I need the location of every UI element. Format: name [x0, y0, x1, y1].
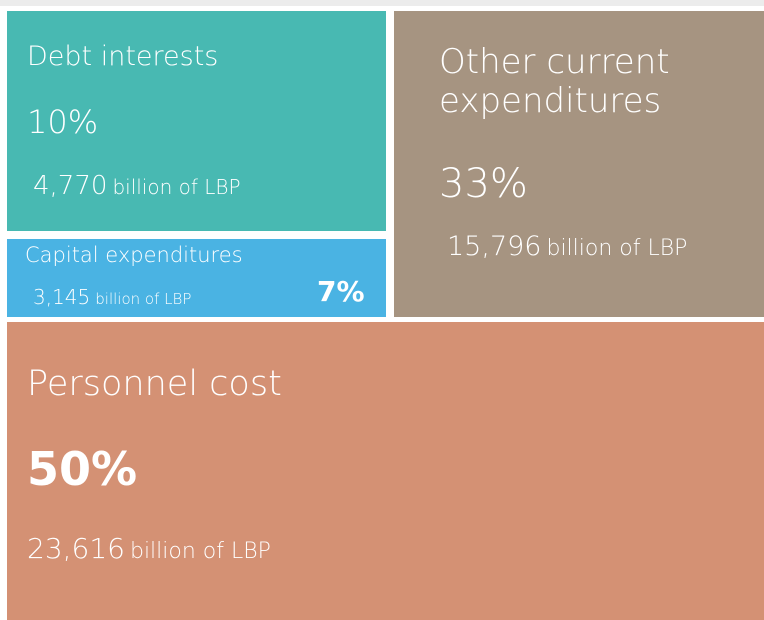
- percent-label: 10%: [27, 103, 99, 141]
- percent-label: 33%: [439, 161, 528, 207]
- tile-label: Debt interests: [27, 41, 219, 72]
- amount-label: 3,145: [33, 285, 91, 309]
- percent-label: 7%: [317, 275, 365, 308]
- amount-row: 4,770 billion of LBP: [33, 171, 241, 201]
- tile: Personnel cost 50% 23,616 billion of LBP: [7, 322, 764, 620]
- amount-row: 15,796 billion of LBP: [447, 231, 687, 262]
- tile-label: Other current expenditures: [439, 42, 670, 122]
- amount-label: 15,796: [447, 231, 542, 262]
- amount-row: 3,145 billion of LBP: [33, 285, 191, 309]
- unit-label: billion of LBP: [95, 290, 192, 308]
- tile: Other current expenditures 33% 15,796 billi…: [394, 11, 764, 317]
- tile: Debt interests 10% 4,770 billion of LBP: [7, 11, 386, 231]
- unit-label: billion of LBP: [129, 539, 271, 564]
- tile-label: Personnel cost: [27, 364, 282, 404]
- unit-label: billion of LBP: [112, 175, 241, 199]
- amount-label: 4,770: [33, 171, 108, 201]
- tile-label: Capital expenditures: [25, 243, 243, 267]
- percent-label: 50%: [27, 442, 138, 496]
- amount-label: 23,616: [27, 532, 125, 565]
- unit-label: billion of LBP: [546, 236, 688, 261]
- tile: Capital expenditures 7% 3,145 billion of LB…: [7, 239, 386, 317]
- amount-row: 23,616 billion of LBP: [27, 532, 271, 565]
